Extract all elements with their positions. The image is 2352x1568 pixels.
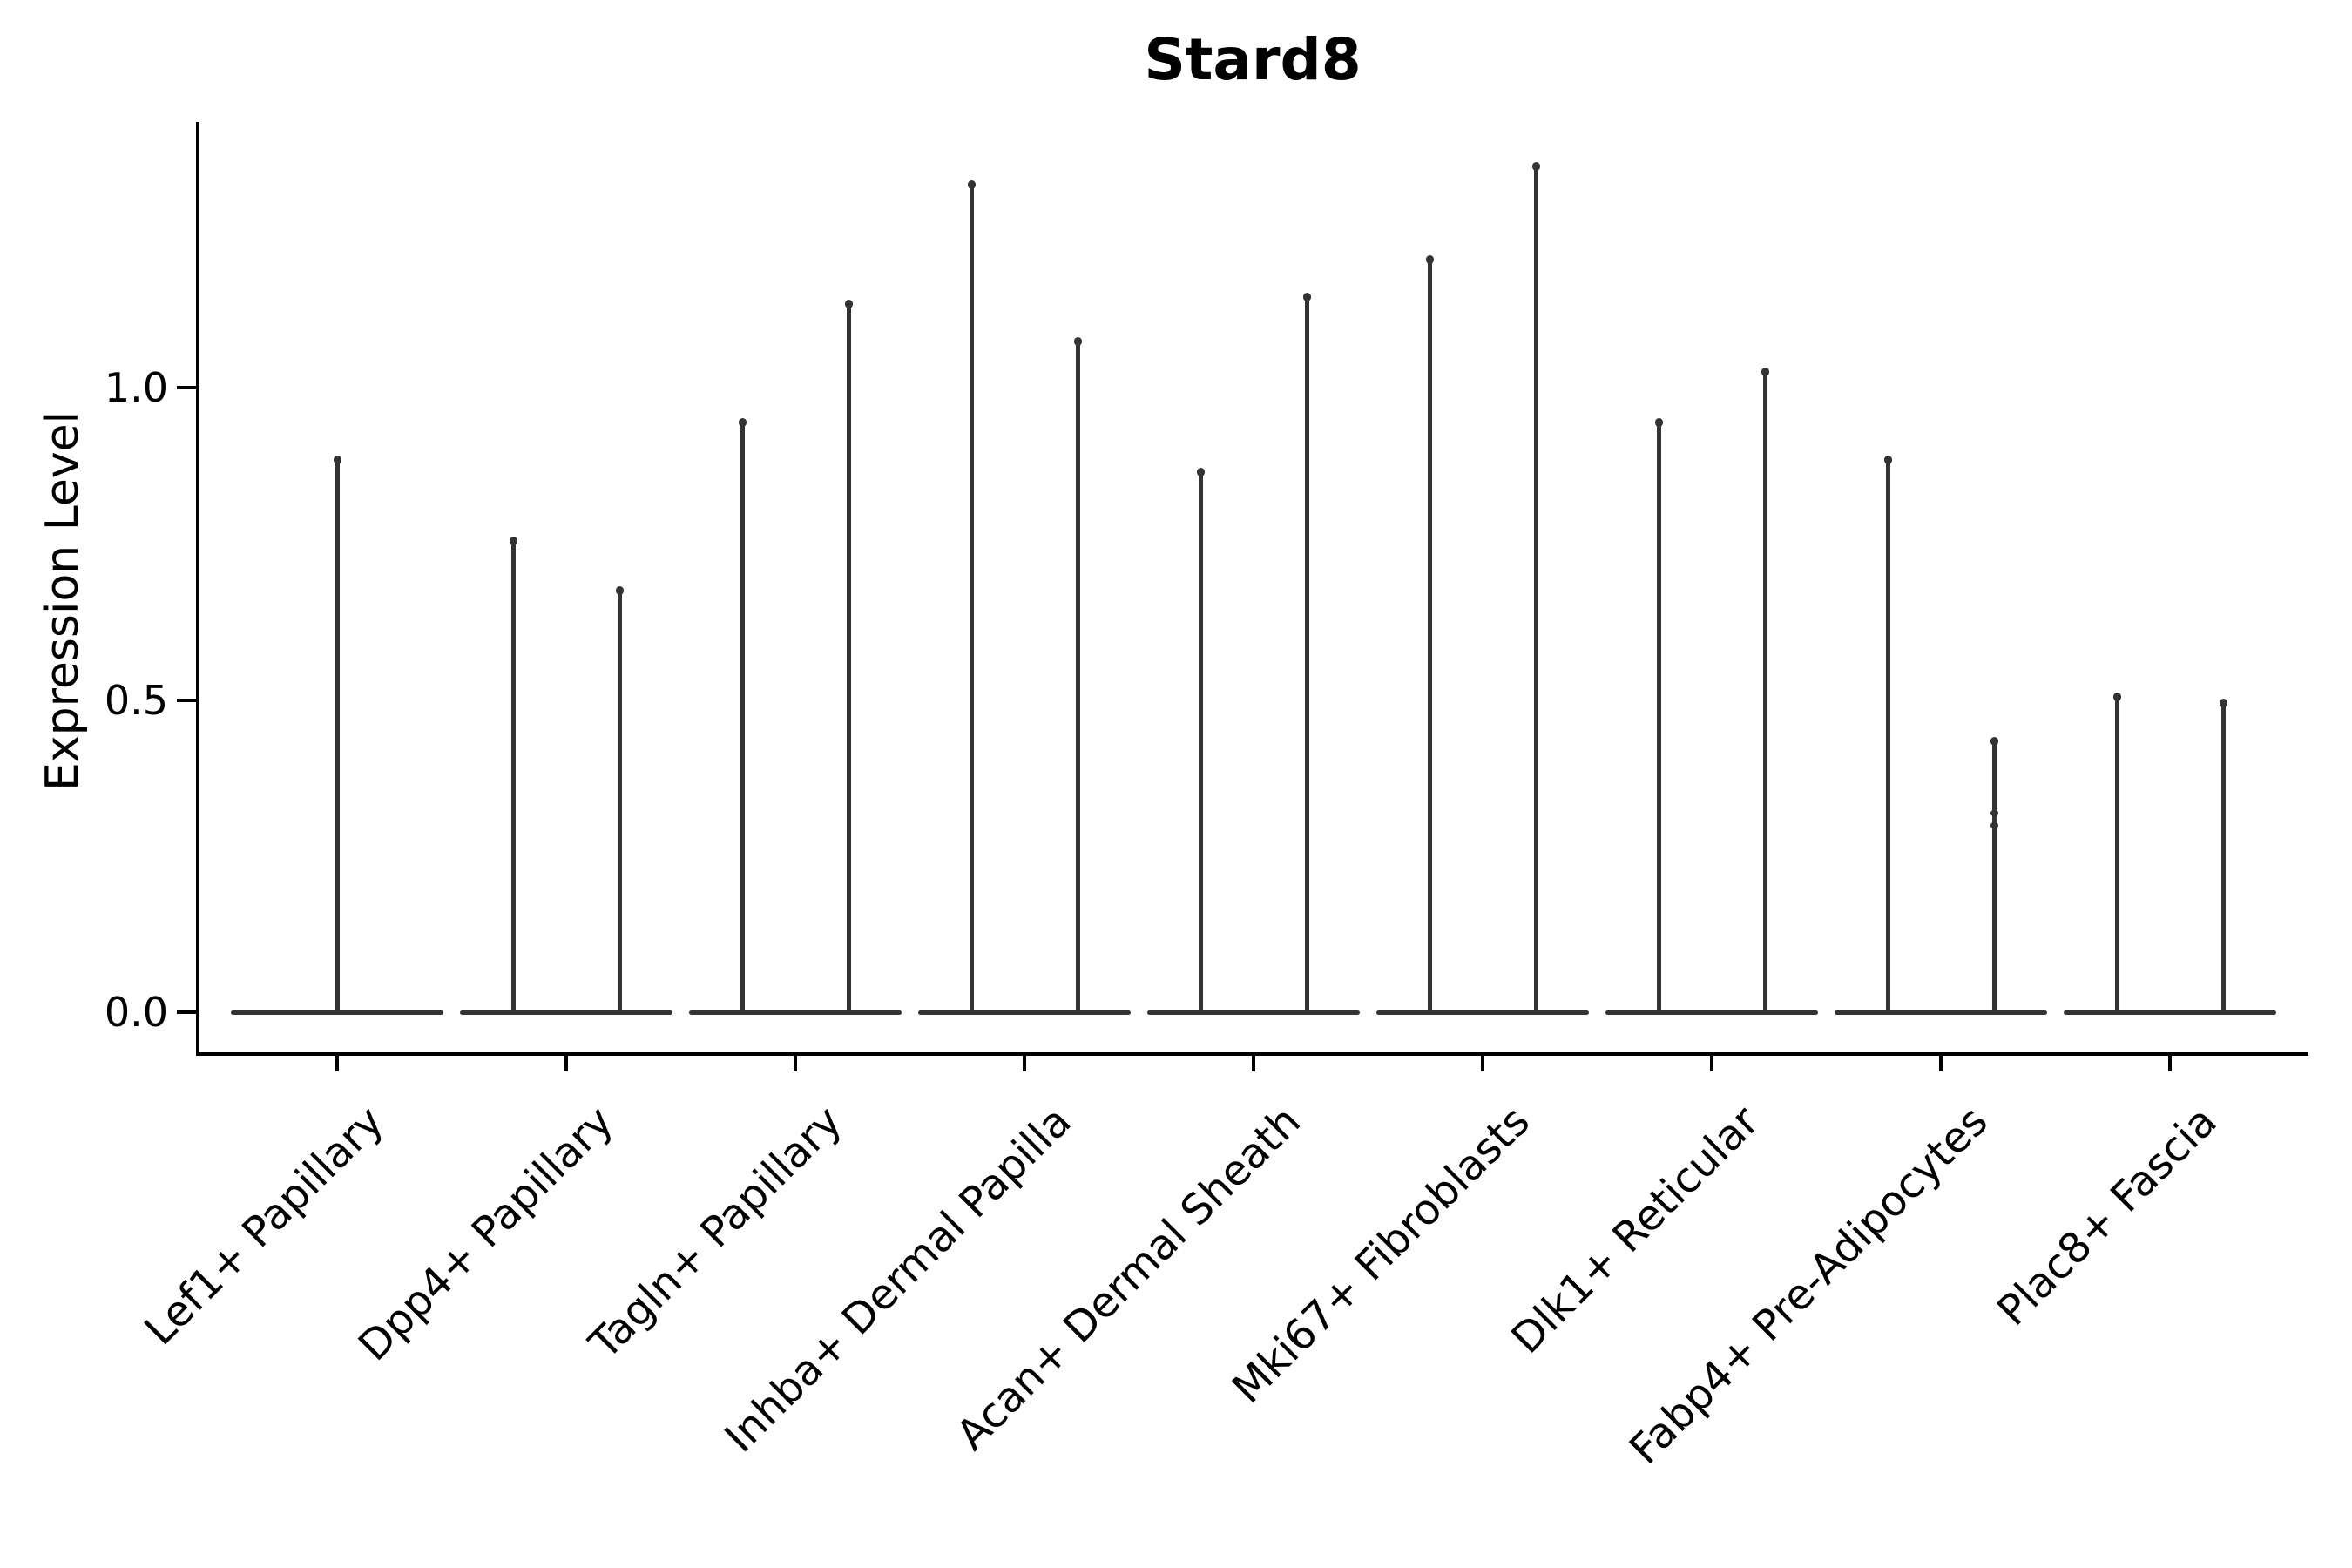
y-tick-mark xyxy=(177,698,196,702)
x-axis-line xyxy=(196,1052,2308,1056)
chart-title: Stard8 xyxy=(1144,26,1362,93)
violin-baseline xyxy=(918,1010,1131,1015)
violin-spike-cap xyxy=(739,418,747,427)
x-tick-mark xyxy=(794,1056,797,1071)
violin-spike xyxy=(1534,163,1538,1012)
violin-spike xyxy=(2115,693,2119,1012)
violin-spike xyxy=(335,456,340,1012)
x-tick-mark xyxy=(1023,1056,1026,1071)
y-axis-label: Expression Level xyxy=(37,410,89,792)
violin-spike xyxy=(2221,700,2226,1012)
x-tick-mark xyxy=(335,1056,339,1071)
y-tick-label: 0.5 xyxy=(104,676,168,724)
violin-spike-cap xyxy=(1197,468,1205,476)
violin-spike xyxy=(1199,469,1203,1012)
violin-baseline xyxy=(460,1010,672,1015)
x-tick-mark xyxy=(1710,1056,1713,1071)
violin-spike-cap xyxy=(1990,737,1998,746)
violin-spike-cap xyxy=(1655,418,1663,427)
x-tick-mark xyxy=(1481,1056,1484,1071)
violin-baseline xyxy=(1376,1010,1589,1015)
x-tick-label: Dlk1+ Reticular xyxy=(1502,1097,1768,1363)
violin-spike-cap xyxy=(1532,162,1540,171)
x-tick-label: Tagln+ Papillary xyxy=(580,1097,852,1369)
violin-spike-cap xyxy=(2220,699,2227,707)
violin-spike xyxy=(1657,419,1661,1012)
x-tick-label: Plac8+ Fascia xyxy=(1988,1097,2227,1335)
violin-spike-cap xyxy=(845,300,853,308)
violin-spike-cap xyxy=(1303,293,1311,301)
violin-spike xyxy=(1305,294,1309,1012)
violin-spike xyxy=(511,537,516,1012)
violin-spike xyxy=(1763,368,1767,1012)
x-tick-mark xyxy=(2168,1056,2172,1071)
violin-baseline xyxy=(1835,1010,2047,1015)
violin-baseline xyxy=(1147,1010,1360,1015)
violin-spike-cap xyxy=(510,537,517,545)
violin-spike xyxy=(1076,338,1080,1012)
y-tick-label: 1.0 xyxy=(104,364,168,411)
x-tick-mark xyxy=(564,1056,568,1071)
violin-spike xyxy=(1886,456,1890,1012)
data-point-mark xyxy=(1990,821,1998,828)
violin-spike xyxy=(1992,738,1997,1012)
violin-spike-cap xyxy=(2113,693,2121,701)
data-point-mark xyxy=(1990,809,1998,816)
violin-spike xyxy=(847,301,851,1012)
violin-spike-cap xyxy=(1761,368,1769,376)
violin-spike xyxy=(970,181,974,1012)
y-tick-label: 0.0 xyxy=(104,989,168,1036)
violin-baseline xyxy=(689,1010,902,1015)
x-tick-label: Dpp4+ Papillary xyxy=(348,1097,623,1371)
violin-spike xyxy=(740,419,745,1012)
violin-spike-cap xyxy=(1074,337,1082,346)
violin-spike-cap xyxy=(334,456,341,464)
y-axis-line xyxy=(196,122,199,1056)
violin-spike-cap xyxy=(1426,255,1434,264)
y-tick-mark xyxy=(177,386,196,389)
violin-baseline xyxy=(2064,1010,2276,1015)
x-tick-label: Lef1+ Papillary xyxy=(135,1097,394,1355)
violin-baseline xyxy=(231,1010,443,1015)
x-tick-mark xyxy=(1939,1056,1943,1071)
y-tick-mark xyxy=(177,1010,196,1014)
violin-spike-cap xyxy=(968,180,976,189)
violin-spike-cap xyxy=(1884,456,1892,464)
violin-baseline xyxy=(1605,1010,1818,1015)
violin-spike xyxy=(1428,256,1432,1012)
violin-spike-cap xyxy=(616,586,624,595)
violin-spike xyxy=(618,587,622,1012)
x-tick-mark xyxy=(1252,1056,1255,1071)
